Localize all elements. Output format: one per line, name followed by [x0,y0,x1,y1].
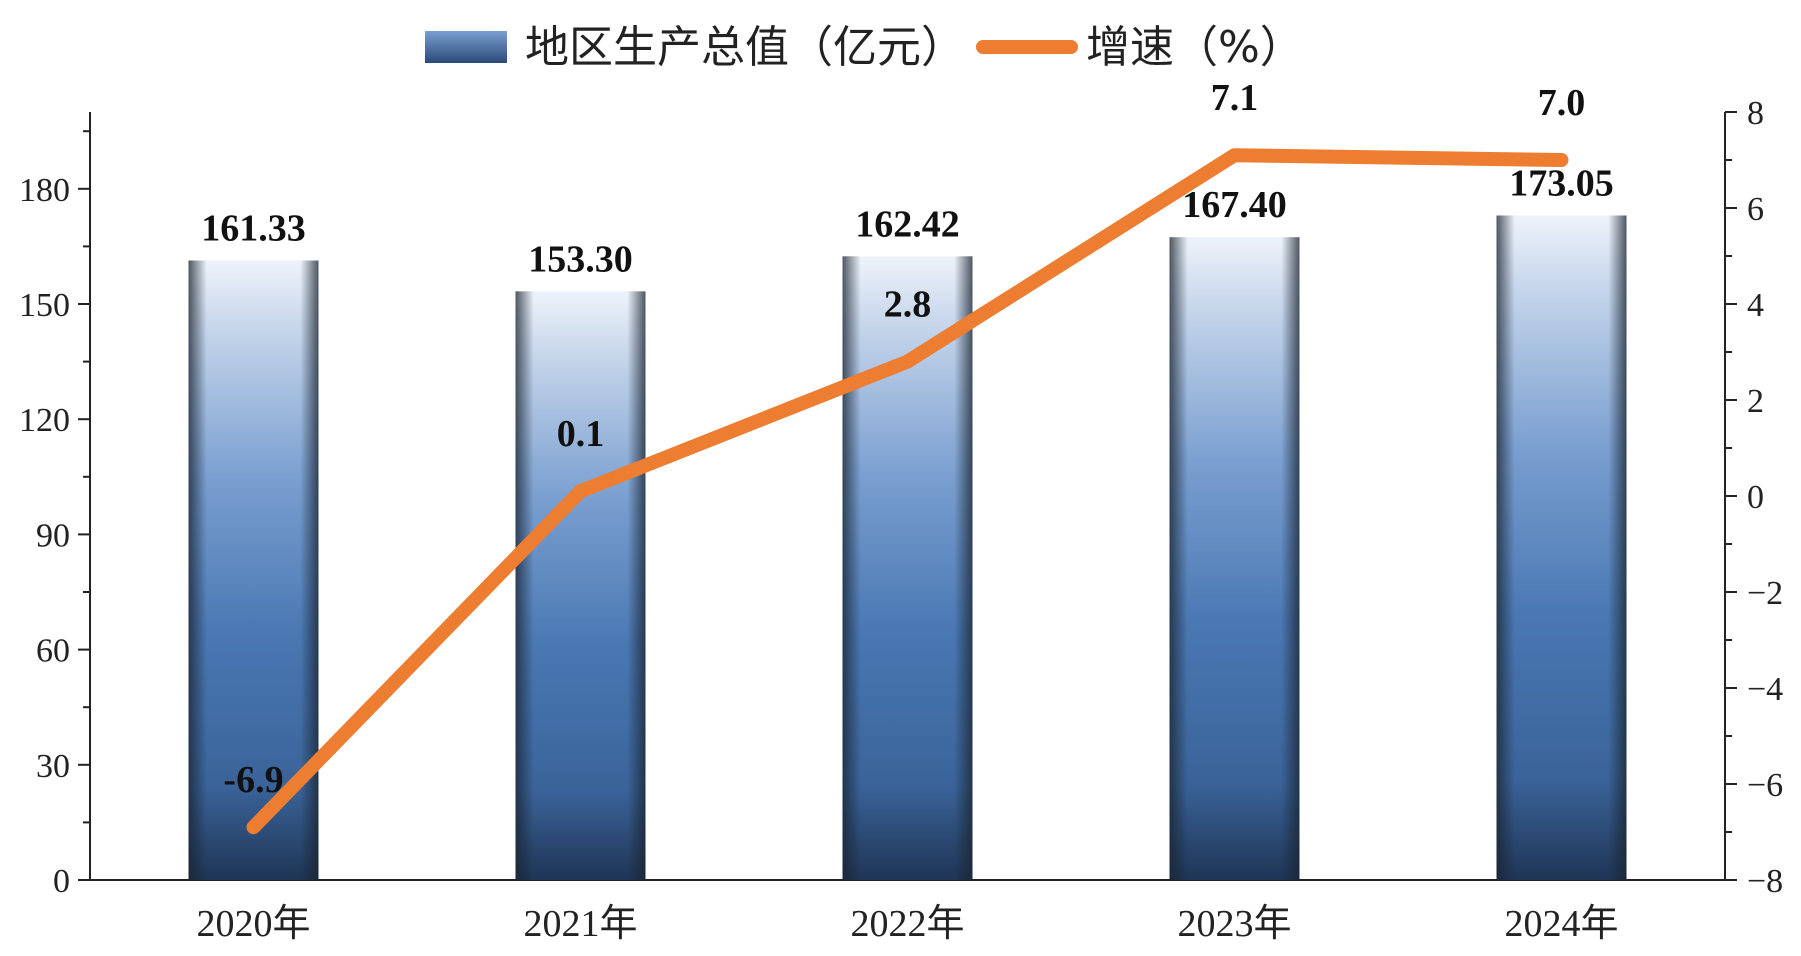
bar-shade [842,256,973,880]
data-labels: 161.33 153.30 162.42 167.40 173.05 -6.9 0.1 2.8… [201,77,1614,801]
left-tick-label: 120 [19,402,70,439]
growth-value-label: -6.9 [223,759,283,801]
x-tick-label: 2020年 [196,903,310,945]
growth-value-label: 2.8 [884,284,932,326]
right-tick-label: 2 [1747,383,1764,420]
left-tick-label: 90 [36,517,70,554]
right-tick-label: −8 [1747,863,1783,900]
bar-shade [515,291,646,880]
left-tick-label: 180 [19,172,70,209]
right-tick-label: −2 [1747,575,1783,612]
right-tick-label: −6 [1747,767,1783,804]
legend: 地区生产总值（亿元） 增速（%） [425,22,1304,73]
legend-label-growth: 增速（%） [1086,22,1304,73]
left-tick-label: 0 [53,863,70,900]
right-tick-label: −4 [1747,671,1783,708]
bar-group [1169,237,1300,880]
bar-value-label: 167.40 [1182,184,1287,226]
x-tick-label: 2024年 [1504,903,1618,945]
growth-value-label: 7.1 [1211,77,1259,119]
bar-value-label: 162.42 [855,203,960,245]
bar-shade [1496,215,1627,880]
legend-swatch-gdp [425,31,507,63]
right-tick-label: 4 [1747,287,1764,324]
bar-value-label: 161.33 [201,207,306,249]
right-tick-label: 8 [1747,95,1764,132]
bar-value-label: 153.30 [528,238,633,280]
x-tick-label: 2022年 [850,903,964,945]
left-tick-label: 30 [36,748,70,785]
bar-group [1496,215,1627,880]
x-tick-label: 2023年 [1177,903,1291,945]
legend-label-gdp: 地区生产总值（亿元） [525,22,965,73]
right-tick-label: 6 [1747,191,1764,228]
left-tick-label: 60 [36,633,70,670]
bar-group [842,256,973,880]
bar-group [515,291,646,880]
bar-shade [1169,237,1300,880]
right-tick-label: 0 [1747,479,1764,516]
x-tick-label: 2021年 [523,903,637,945]
axes: 0 30 60 90 120 150 180 −8 −6 −4 −2 0 2 4 6 8 2020年 2021年 2… [19,95,1783,945]
left-tick-label: 150 [19,287,70,324]
bar-value-label: 173.05 [1509,162,1614,204]
growth-line [246,148,1569,835]
growth-value-label: 0.1 [557,413,605,455]
growth-value-label: 7.0 [1538,82,1586,124]
growth-line-path [246,148,1569,835]
